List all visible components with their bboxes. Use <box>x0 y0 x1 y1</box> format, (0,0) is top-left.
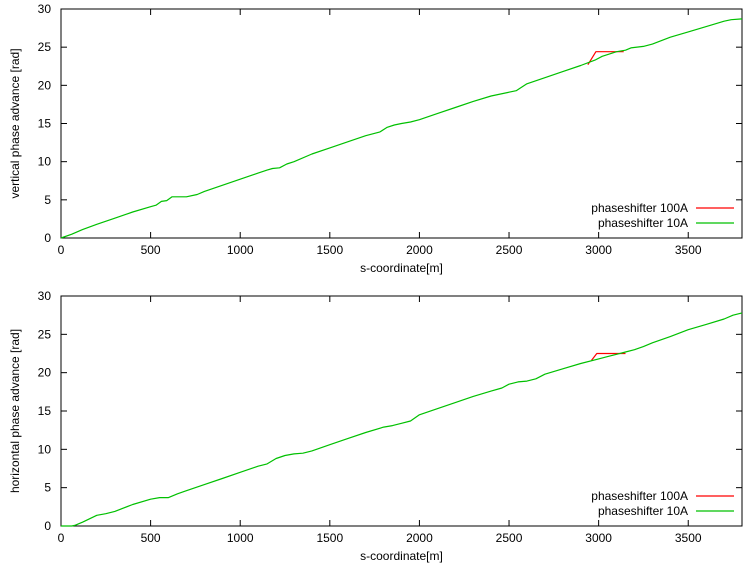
legend-label: phaseshifter 10A <box>598 216 688 230</box>
x-axis-label: s-coordinate[m] <box>360 261 443 275</box>
y-tick-label: 0 <box>44 231 51 245</box>
y-tick-label: 15 <box>38 117 52 131</box>
y-tick-label: 30 <box>38 2 52 16</box>
x-tick-label: 500 <box>141 531 161 545</box>
x-tick-label: 3000 <box>585 531 612 545</box>
x-tick-label: 2000 <box>406 531 433 545</box>
legend-label: phaseshifter 10A <box>598 504 688 518</box>
y-axis-label: vertical phase advance [rad] <box>8 48 22 198</box>
chart-panel-horizontal: 0 500 1000 1500 2000 2500 3000 3500 0 5 10 15 20 25 30… <box>8 289 743 563</box>
y-tick-label: 5 <box>44 193 51 207</box>
y-tick-label: 10 <box>38 442 52 456</box>
y-tick-label: 20 <box>38 366 52 380</box>
x-tick-label: 0 <box>58 531 65 545</box>
series-line-100a <box>587 51 624 66</box>
x-tick-label: 3000 <box>585 243 612 257</box>
y-tick-label: 30 <box>38 289 52 303</box>
y-tick-label: 0 <box>44 519 51 533</box>
y-tick-label: 25 <box>38 327 52 341</box>
legend-label: phaseshifter 100A <box>591 201 688 215</box>
x-tick-label: 1000 <box>227 243 254 257</box>
y-tick-label: 25 <box>38 40 52 54</box>
x-tick-label: 2500 <box>496 531 523 545</box>
legend-label: phaseshifter 100A <box>591 489 688 503</box>
y-tick-label: 5 <box>44 481 51 495</box>
x-tick-label: 3500 <box>675 531 702 545</box>
y-axis-label: horizontal phase advance [rad] <box>8 329 22 493</box>
y-tick-label: 10 <box>38 155 52 169</box>
x-tick-label: 1500 <box>316 531 343 545</box>
x-tick-label: 1500 <box>316 243 343 257</box>
x-axis-label: s-coordinate[m] <box>360 549 443 563</box>
series-line-10a <box>60 18 743 239</box>
y-tick-label: 20 <box>38 78 52 92</box>
x-tick-label: 2500 <box>496 243 523 257</box>
y-tick-label: 15 <box>38 404 52 418</box>
x-tick-label: 0 <box>58 243 65 257</box>
x-tick-label: 3500 <box>675 243 702 257</box>
series-line-10a <box>61 312 743 527</box>
x-tick-label: 1000 <box>227 531 254 545</box>
x-tick-label: 2000 <box>406 243 433 257</box>
x-tick-label: 500 <box>141 243 161 257</box>
chart-panel-vertical: 0 500 1000 1500 2000 2500 3000 3500 0 5 10 15 20 25 30… <box>8 2 743 275</box>
